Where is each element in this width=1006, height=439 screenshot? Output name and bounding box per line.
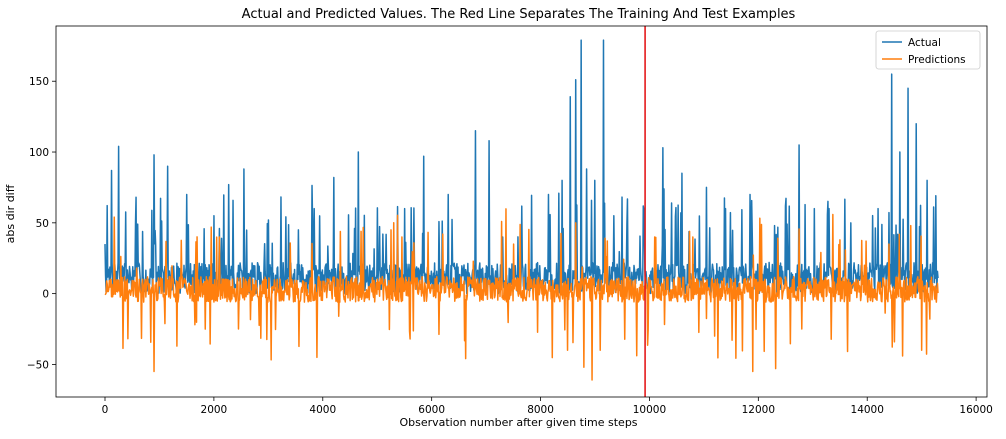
legend-label-predictions: Predictions — [908, 54, 966, 66]
y-axis-label: abs dir diff — [4, 184, 17, 243]
x-tick-label: 6000 — [418, 404, 445, 416]
x-tick-label: 10000 — [633, 404, 666, 416]
y-tick-label: 100 — [29, 147, 49, 159]
plot-frame — [55, 25, 988, 398]
chart-title: Actual and Predicted Values. The Red Lin… — [242, 7, 796, 22]
x-tick-label: 16000 — [959, 404, 992, 416]
x-tick-label: 2000 — [201, 404, 228, 416]
legend: Actual Predictions — [875, 30, 981, 70]
plot-area — [104, 26, 939, 397]
x-tick-label: 8000 — [527, 404, 554, 416]
x-axis-label: Observation number after given time step… — [399, 416, 637, 429]
legend-label-actual: Actual — [908, 37, 941, 49]
axes: 0 2000 4000 6000 8000 10000 12000 14000 16000 −50… — [27, 25, 993, 416]
series-line-predictions — [104, 208, 939, 381]
x-tick-label: 14000 — [851, 404, 884, 416]
y-tick-label: 0 — [42, 289, 49, 301]
x-tick-label: 12000 — [742, 404, 775, 416]
x-tick-label: 0 — [102, 404, 109, 416]
y-tick-label: −50 — [27, 359, 49, 371]
y-tick-label: 50 — [36, 218, 49, 230]
y-tick-label: 150 — [29, 76, 49, 88]
series-line-actual — [104, 39, 939, 295]
x-tick-label: 4000 — [309, 404, 336, 416]
